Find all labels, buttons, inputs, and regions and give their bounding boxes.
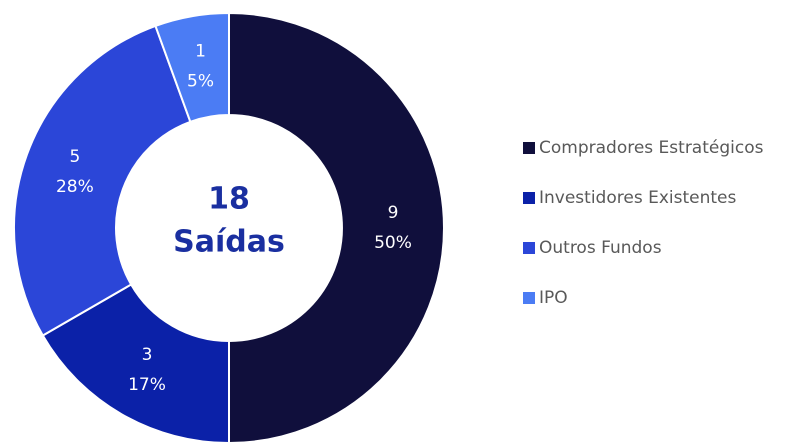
slice [228, 11, 445, 443]
center-value: 18 [208, 182, 250, 217]
legend-swatch [523, 192, 535, 204]
slice-percent: 5% [187, 71, 214, 91]
slice [13, 24, 192, 337]
legend-label: Compradores Estratégicos [539, 138, 764, 158]
slice-value: 1 [195, 41, 206, 61]
slice-percent: 28% [56, 177, 94, 197]
legend-swatch [523, 292, 535, 304]
slice-value: 5 [69, 147, 80, 167]
legend-label: IPO [539, 288, 568, 308]
legend-swatch [523, 142, 535, 154]
legend-swatch [523, 242, 535, 254]
slice [154, 11, 230, 124]
legend-label: Outros Fundos [539, 238, 662, 258]
center-label: Saídas [173, 225, 285, 260]
slice [41, 283, 230, 443]
slice-percent: 50% [374, 233, 412, 253]
slice-value: 3 [142, 345, 153, 365]
slice-percent: 17% [128, 375, 166, 395]
slice-value: 9 [388, 203, 399, 223]
legend-label: Investidores Existentes [539, 188, 736, 208]
